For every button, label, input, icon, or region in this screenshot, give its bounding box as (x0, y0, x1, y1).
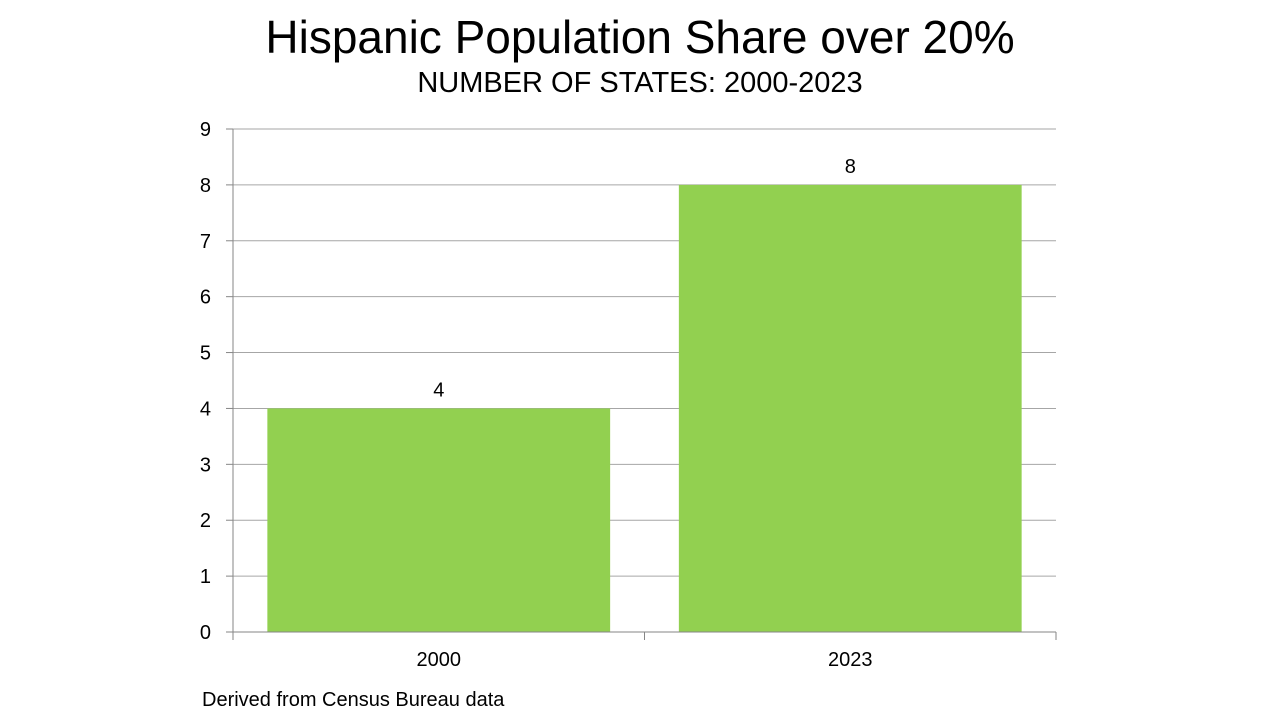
chart-title: Hispanic Population Share over 20% (265, 11, 1015, 63)
bars (267, 184, 1022, 632)
y-tick-label: 4 (200, 398, 211, 420)
x-tick-label: 2023 (828, 649, 873, 671)
y-tick-label: 3 (200, 454, 211, 476)
y-tick-label: 9 (200, 119, 211, 141)
y-tick-label: 8 (200, 175, 211, 197)
y-tick-label: 0 (200, 622, 211, 644)
axes (226, 128, 1057, 640)
y-tick-label: 2 (200, 510, 211, 532)
y-tick-label: 5 (200, 343, 211, 365)
y-tick-label: 7 (200, 231, 211, 253)
x-tick-label: 2000 (417, 649, 462, 671)
y-tick-label: 1 (200, 566, 211, 588)
source-note: Derived from Census Bureau data (202, 689, 505, 711)
chart-subtitle: NUMBER OF STATES: 2000-2023 (417, 67, 863, 99)
bar-2000 (267, 408, 611, 632)
bar-2023 (678, 184, 1022, 632)
labels: 0 1 2 3 4 5 6 7 8 9 4 2000 8 2023 (200, 119, 873, 671)
y-tick-label: 6 (200, 287, 211, 309)
data-label-2023: 8 (845, 156, 856, 178)
data-label-2000: 4 (433, 379, 444, 401)
